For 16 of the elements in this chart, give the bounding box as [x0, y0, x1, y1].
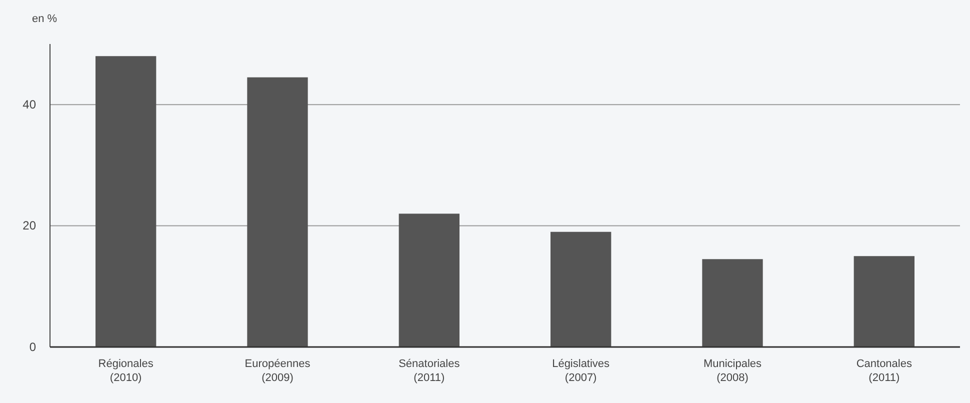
bar: [702, 259, 763, 347]
y-tick-label: 0: [29, 340, 36, 354]
x-tick-label: Sénatoriales (2011): [398, 358, 460, 384]
y-tick-label: 40: [22, 97, 36, 112]
bar: [398, 214, 460, 347]
x-tick-label: Municipales (2008): [703, 358, 762, 384]
bar: [247, 77, 308, 347]
x-tick-label: Régionales (2010): [98, 358, 154, 384]
bar: [854, 256, 914, 347]
x-tick-label: Européennes (2009): [244, 358, 311, 384]
x-tick-label: Cantonales (2011): [856, 358, 912, 384]
bar: [550, 232, 612, 347]
x-tick-label: Législatives (2007): [552, 358, 610, 384]
y-axis-title: en %: [32, 13, 58, 25]
y-tick-label: 20: [22, 218, 36, 233]
bar: [96, 56, 156, 347]
